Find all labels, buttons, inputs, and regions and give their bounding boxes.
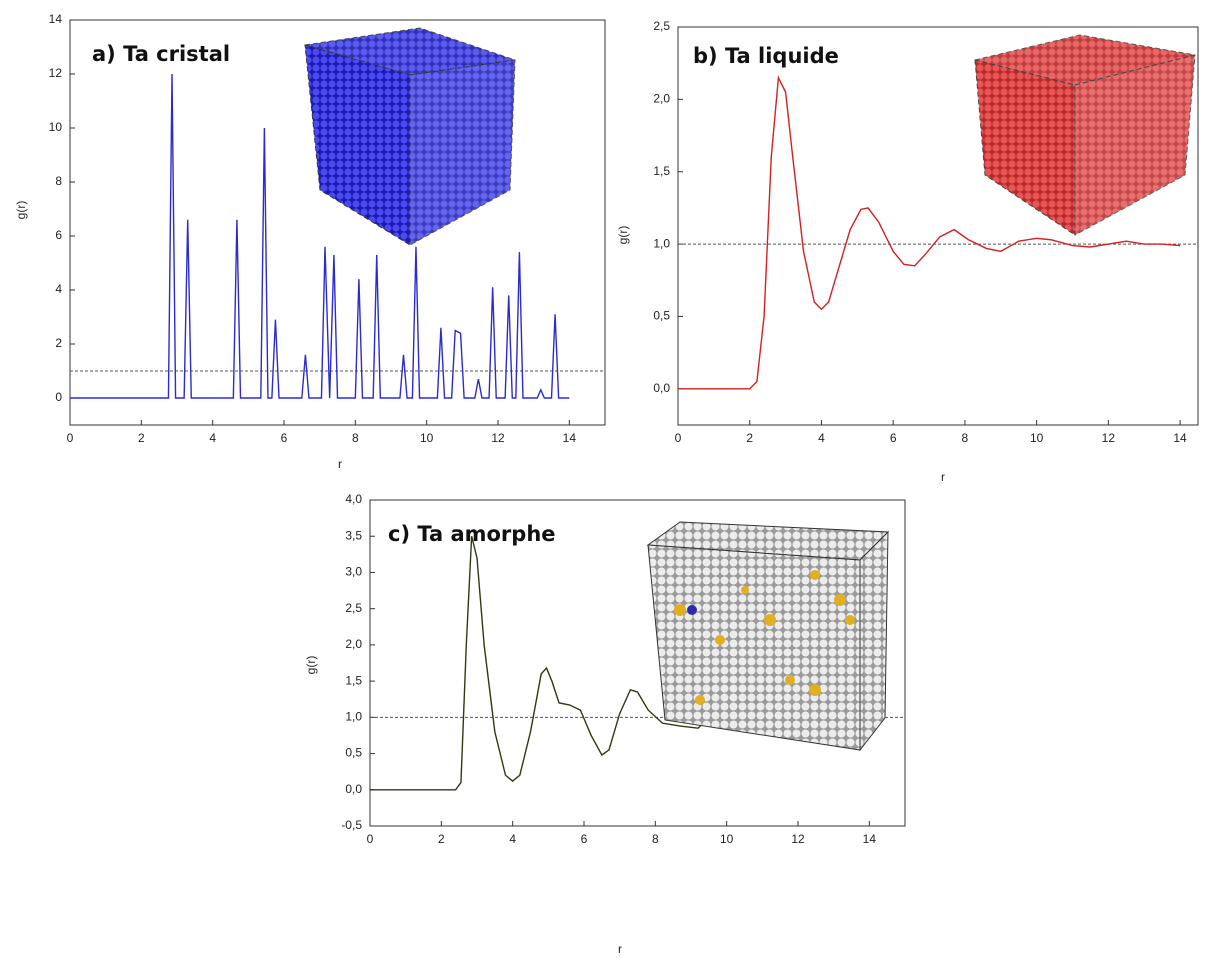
chart-title: b) Ta liquide <box>693 44 839 68</box>
y-tick-label: 0,0 <box>345 782 362 796</box>
y-tick-label: 12 <box>49 66 63 80</box>
x-tick-label: 12 <box>791 832 805 846</box>
y-tick-label: -0,5 <box>341 818 362 832</box>
y-tick-label: 2,0 <box>345 637 362 651</box>
y-tick-label: 2,0 <box>653 92 670 106</box>
x-axis-label: r <box>618 942 622 956</box>
y-tick-label: 0 <box>55 390 62 404</box>
x-tick-label: 8 <box>962 431 969 445</box>
plot-frame <box>369 499 906 827</box>
x-tick-label: 6 <box>890 431 897 445</box>
y-tick-label: 0,0 <box>653 381 670 395</box>
data-line <box>678 75 1181 390</box>
x-tick-label: 0 <box>675 431 682 445</box>
x-tick-label: 12 <box>491 431 505 445</box>
x-tick-label: 6 <box>581 832 588 846</box>
x-tick-label: 2 <box>438 832 445 846</box>
x-tick-label: 8 <box>352 431 359 445</box>
chart-panel: 0 2 4 6 8 10 12 14 0 2 4 6 8 10 12 14 a) Ta cristal r g(r) <box>14 12 606 471</box>
x-tick-label: 2 <box>746 431 753 445</box>
data-line <box>70 73 570 399</box>
y-tick-label: 2,5 <box>653 19 670 33</box>
inset-cube-crystal <box>304 27 516 246</box>
chart-title: a) Ta cristal <box>92 42 230 66</box>
y-axis-label: g(r) <box>616 226 630 245</box>
x-tick-label: 4 <box>818 431 825 445</box>
x-tick-label: 14 <box>1173 431 1187 445</box>
x-axis-label: r <box>338 457 342 471</box>
x-tick-label: 6 <box>281 431 288 445</box>
x-tick-label: 4 <box>509 832 516 846</box>
x-tick-label: 0 <box>67 431 74 445</box>
x-tick-label: 4 <box>209 431 216 445</box>
x-tick-label: 10 <box>720 832 734 846</box>
plot-frame <box>677 26 1199 426</box>
x-tick-label: 10 <box>420 431 434 445</box>
y-tick-label: 0,5 <box>345 746 362 760</box>
x-tick-label: 12 <box>1102 431 1116 445</box>
chart-panel: 0,0 0,5 1,0 1,5 2,0 2,5 0 2 4 6 8 10 12 14 b) Ta liqui… <box>616 19 1199 484</box>
y-tick-label: 2 <box>55 336 62 350</box>
chart-panel: -0,5 0,0 0,5 1,0 1,5 2,0 2,5 3,0 3,5 4,0 0 2 4 6 8 10 12… <box>304 492 906 956</box>
y-tick-label: 10 <box>49 120 63 134</box>
plot-frame <box>69 19 606 426</box>
y-tick-label: 14 <box>49 12 63 26</box>
y-tick-label: 3,5 <box>345 528 362 542</box>
y-tick-label: 1,0 <box>345 710 362 724</box>
y-axis-label: g(r) <box>304 656 318 675</box>
x-tick-label: 2 <box>138 431 145 445</box>
x-tick-label: 10 <box>1030 431 1044 445</box>
y-tick-label: 3,0 <box>345 565 362 579</box>
y-tick-label: 1,5 <box>653 164 670 178</box>
y-tick-label: 8 <box>55 174 62 188</box>
inset-cube-liquid <box>974 34 1196 236</box>
x-tick-label: 0 <box>367 832 374 846</box>
y-tick-label: 1,0 <box>653 236 670 250</box>
x-tick-label: 14 <box>863 832 877 846</box>
chart-title: c) Ta amorphe <box>388 522 556 546</box>
y-tick-label: 2,5 <box>345 601 362 615</box>
inset-cube-amorphous <box>646 521 890 752</box>
y-tick-label: 1,5 <box>345 673 362 687</box>
y-tick-label: 0,5 <box>653 309 670 323</box>
x-tick-label: 14 <box>563 431 577 445</box>
y-tick-label: 6 <box>55 228 62 242</box>
y-tick-label: 4 <box>55 282 62 296</box>
x-axis-label: r <box>941 470 945 484</box>
y-tick-label: 4,0 <box>345 492 362 506</box>
y-axis-label: g(r) <box>14 201 28 220</box>
x-tick-label: 8 <box>652 832 659 846</box>
